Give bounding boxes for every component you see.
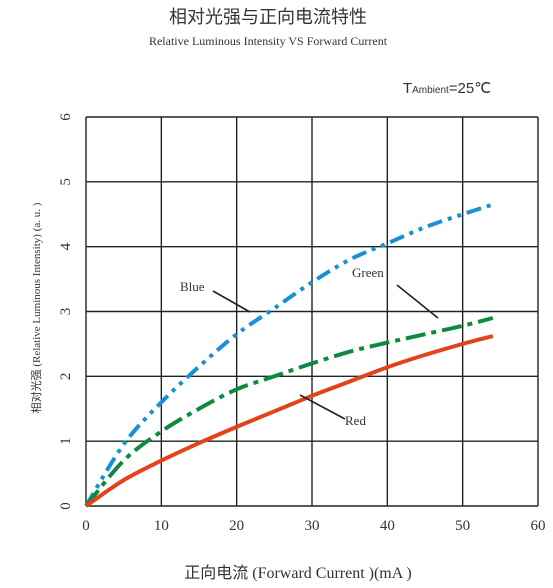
- series-label-blue: Blue: [180, 279, 205, 294]
- ambient-subscript: Ambient: [412, 85, 449, 96]
- series-line-red: [84, 334, 494, 508]
- x-tick-labels: 0 10 20 30 40 50 60: [82, 518, 545, 534]
- chart-subtitle: Relative Luminous Intensity VS Forward C…: [149, 34, 388, 48]
- y-tick-label: 6: [58, 113, 74, 121]
- x-tick-label: 50: [455, 518, 470, 534]
- y-tick-label: 4: [58, 242, 74, 250]
- y-tick-label: 2: [58, 373, 74, 381]
- series-labels: Blue Green Red: [180, 265, 439, 428]
- series-leader-green: [396, 284, 439, 319]
- series-leader-blue: [212, 290, 251, 313]
- chart-title: 相对光强与正向电流特性: [169, 7, 367, 28]
- ambient-prefix: T: [403, 80, 412, 97]
- x-tick-label: 0: [82, 518, 90, 534]
- series-leader-red: [299, 394, 346, 420]
- series-label-red: Red: [345, 413, 366, 428]
- y-tick-label: 3: [58, 308, 74, 316]
- x-axis-title: 正向电流 (Forward Current )(mA ): [184, 564, 412, 582]
- y-tick-label: 5: [58, 178, 74, 186]
- x-tick-label: 20: [229, 518, 244, 534]
- series-line-green: [84, 316, 494, 508]
- series-line-blue: [84, 202, 494, 508]
- ambient-temperature: TAmbient=25℃: [403, 80, 491, 97]
- x-tick-label: 10: [154, 518, 169, 534]
- y-tick-label: 1: [58, 437, 74, 445]
- ambient-value: =25℃: [449, 80, 491, 97]
- series-layer: [84, 202, 494, 508]
- y-axis-title: 相对光强 (Relative Luminous Intensity) (a. u…: [29, 202, 43, 413]
- plot-grid: [85, 116, 539, 507]
- series-label-green: Green: [352, 265, 384, 280]
- x-tick-label: 60: [531, 518, 546, 534]
- y-tick-label: 0: [58, 502, 74, 510]
- x-tick-label: 40: [380, 518, 395, 534]
- x-tick-label: 30: [305, 518, 320, 534]
- y-tick-labels: 0 1 2 3 4 5 6: [58, 113, 74, 510]
